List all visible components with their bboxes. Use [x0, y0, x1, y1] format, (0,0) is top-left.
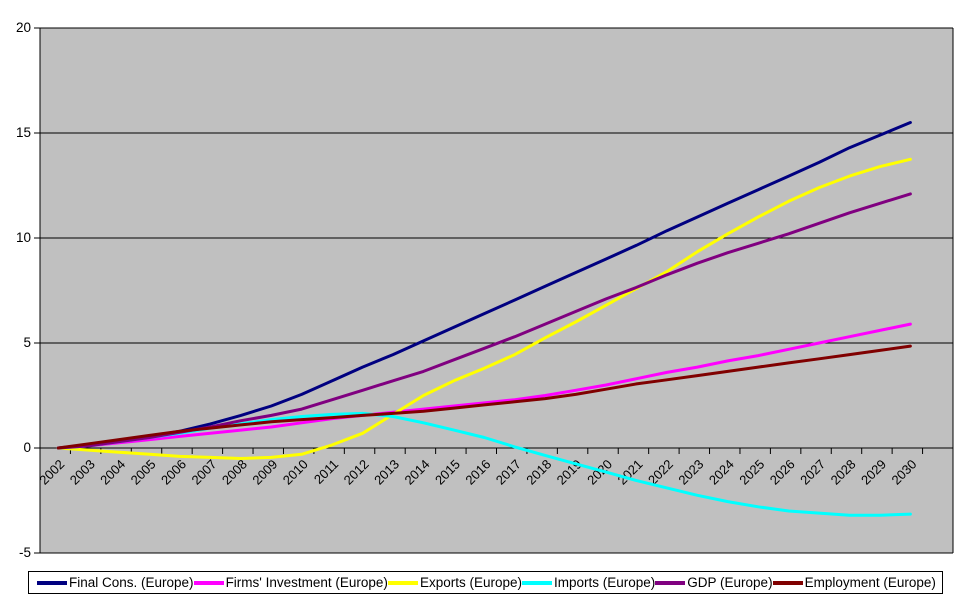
plot-area: [40, 28, 953, 553]
legend-item-gdp-europe[interactable]: GDP (Europe): [655, 575, 773, 590]
legend-swatch: [37, 580, 67, 585]
y-axis-label: -5: [19, 545, 31, 560]
legend: Final Cons. (Europe) Firms' Investment (E…: [28, 571, 943, 594]
legend-item-imports-europe[interactable]: Imports (Europe): [521, 575, 656, 590]
series-line-exports-europe[interactable]: [56, 157, 912, 460]
y-axis-label: 0: [23, 440, 31, 455]
legend-item-final-cons-europe[interactable]: Final Cons. (Europe): [37, 575, 194, 590]
legend-label: Exports (Europe): [419, 575, 522, 590]
legend-label: Firms' Investment (Europe): [225, 575, 388, 590]
legend-swatch: [655, 580, 686, 585]
legend-label: Final Cons. (Europe): [69, 575, 194, 590]
legend-label: Employment (Europe): [804, 575, 936, 590]
legend-swatch: [772, 580, 803, 585]
legend-swatch: [521, 580, 552, 585]
series-line-firms-investment-europe[interactable]: [56, 322, 912, 450]
legend-label: Imports (Europe): [553, 575, 656, 590]
series-line-final-cons-europe[interactable]: [56, 121, 912, 450]
y-axis-label: 10: [16, 230, 31, 245]
legend-item-firms-investment-europe[interactable]: Firms' Investment (Europe): [193, 575, 388, 590]
legend-item-employment-europe[interactable]: Employment (Europe): [772, 575, 936, 590]
series-line-employment-europe[interactable]: [56, 344, 912, 450]
legend-label: GDP (Europe): [687, 575, 773, 590]
y-axis-label: 5: [23, 335, 31, 350]
y-axis-label: 20: [16, 20, 31, 35]
legend-item-exports-europe[interactable]: Exports (Europe): [387, 575, 522, 590]
legend-swatch: [193, 580, 224, 585]
legend-swatch: [387, 580, 418, 585]
y-axis-label: 15: [16, 125, 31, 140]
